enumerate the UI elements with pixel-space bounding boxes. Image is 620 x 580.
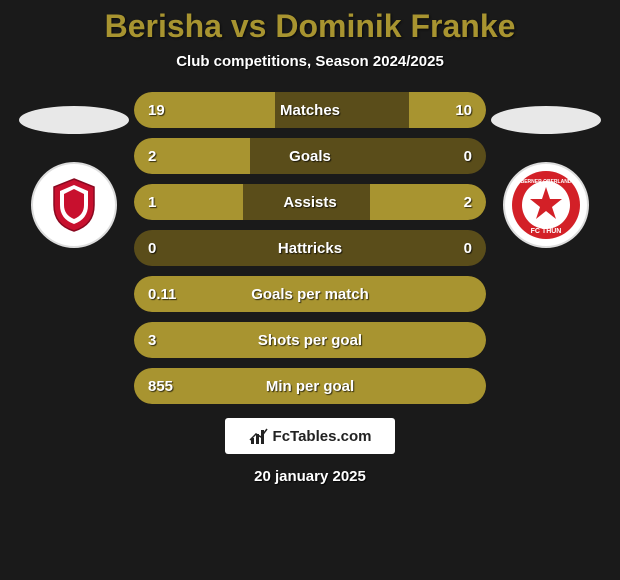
- svg-text:BERNER OBERLAND: BERNER OBERLAND: [521, 179, 572, 185]
- date-label: 20 january 2025: [254, 468, 366, 485]
- shield-icon: [44, 175, 104, 235]
- stat-label: Assists: [283, 194, 336, 211]
- stat-value-left: 19: [148, 102, 165, 119]
- player-right-column: BERNER OBERLAND FC THUN: [486, 92, 606, 248]
- stat-bar: 19 Matches 10: [134, 92, 486, 128]
- stat-value-right: 10: [455, 102, 472, 119]
- stat-bar: 3 Shots per goal: [134, 322, 486, 358]
- comparison-container: Berisha vs Dominik Franke Club competiti…: [0, 0, 620, 580]
- stat-bar: 855 Min per goal: [134, 368, 486, 404]
- player-left-oval: [19, 106, 129, 134]
- player-left-badge: [31, 162, 117, 248]
- stat-bar: 0 Hattricks 0: [134, 230, 486, 266]
- stat-label: Hattricks: [278, 240, 342, 257]
- stat-label: Shots per goal: [258, 332, 362, 349]
- stat-value-left: 0: [148, 240, 156, 257]
- stat-value-right: 2: [464, 194, 472, 211]
- stat-bar: 0.11 Goals per match: [134, 276, 486, 312]
- stat-value-right: 0: [464, 240, 472, 257]
- stat-label: Matches: [280, 102, 340, 119]
- stat-label: Goals per match: [251, 286, 369, 303]
- stat-label: Min per goal: [266, 378, 354, 395]
- page-subtitle: Club competitions, Season 2024/2025: [176, 53, 444, 70]
- stat-fill-right: [409, 92, 486, 128]
- stat-value-left: 855: [148, 378, 173, 395]
- stat-value-right: 0: [464, 148, 472, 165]
- stat-label: Goals: [289, 148, 331, 165]
- stat-bar: 1 Assists 2: [134, 184, 486, 220]
- stat-value-left: 1: [148, 194, 156, 211]
- player-left-column: [14, 92, 134, 248]
- content-row: 19 Matches 10 2 Goals 0 1 Assists 2 0 Hattricks 0 0.…: [0, 92, 620, 404]
- chart-icon: [249, 426, 269, 446]
- branding-badge[interactable]: FcTables.com: [225, 418, 395, 454]
- stat-value-left: 3: [148, 332, 156, 349]
- club-badge-icon: BERNER OBERLAND FC THUN: [510, 169, 582, 241]
- stat-value-left: 0.11: [148, 286, 176, 303]
- page-title: Berisha vs Dominik Franke: [105, 8, 516, 45]
- branding-text: FcTables.com: [273, 428, 372, 445]
- stat-bar: 2 Goals 0: [134, 138, 486, 174]
- stats-column: 19 Matches 10 2 Goals 0 1 Assists 2 0 Hattricks 0 0.…: [134, 92, 486, 404]
- stat-value-left: 2: [148, 148, 156, 165]
- player-right-badge: BERNER OBERLAND FC THUN: [503, 162, 589, 248]
- svg-text:FC THUN: FC THUN: [531, 228, 562, 235]
- player-right-oval: [491, 106, 601, 134]
